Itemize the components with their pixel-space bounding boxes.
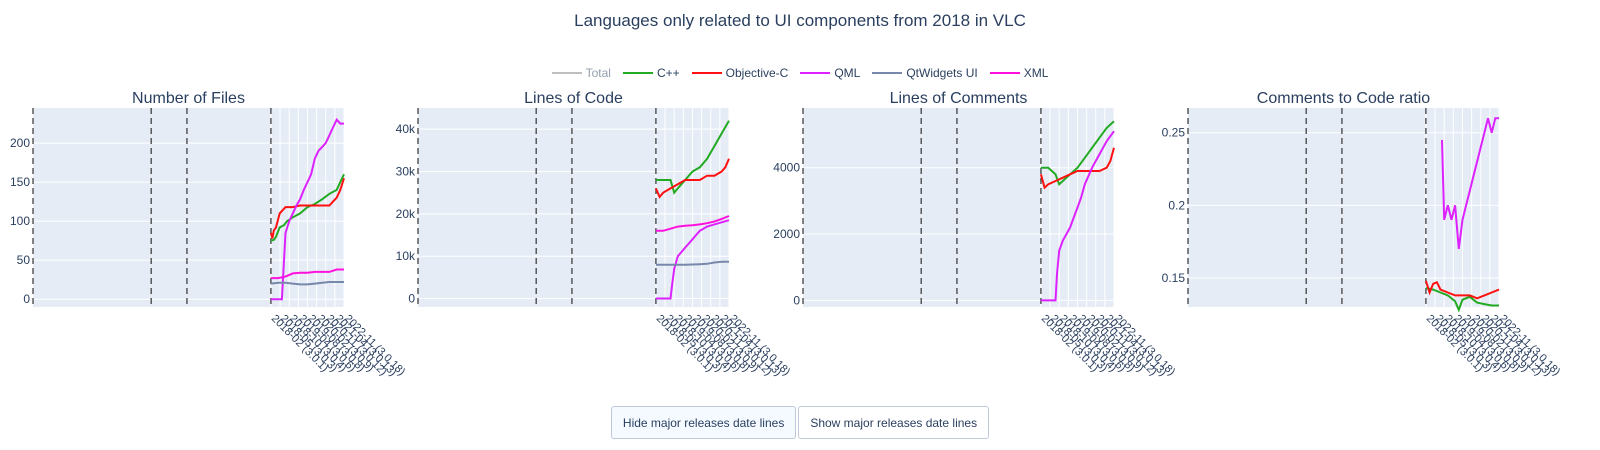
legend-swatch [691,72,722,74]
series-line [655,219,730,300]
series-line [270,268,344,280]
y-tick-label: 4000 [773,161,800,175]
series-line [1040,120,1115,187]
series-line [1040,130,1115,302]
y-tick-label: 0 [23,292,30,306]
hide-release-lines-button[interactable]: Hide major releases date lines [610,406,797,439]
y-tick-label: 0 [793,293,800,307]
y-tick-label: 200 [10,136,30,150]
y-tick-label: 2000 [773,227,800,241]
legend-swatch [989,72,1020,74]
show-release-lines-button[interactable]: Show major releases date lines [798,406,990,439]
plot-area [803,108,1114,307]
legend-item[interactable]: QML [800,66,860,80]
y-tick-label: 0.2 [1168,198,1185,212]
subplot-title: Number of Files [132,90,245,107]
legend-label: QML [834,66,861,80]
legend-swatch [800,72,831,74]
y-tick-label: 100 [10,214,30,228]
plot-area [418,108,729,307]
y-tick-label: 30k [396,165,416,179]
legend-item[interactable]: XML [989,66,1049,80]
series-line [655,215,730,232]
legend-item[interactable]: Objective-C [691,66,789,80]
y-tick-label: 0.25 [1162,126,1186,140]
y-tick-label: 0.15 [1162,271,1186,285]
series-line [1039,147,1115,190]
legend-label: QtWidgets UI [906,66,978,80]
series-line [269,177,345,239]
series-line [1424,280,1500,300]
legend[interactable]: Total C++ Objective-C QML QtWidgets UI XML [0,66,1600,80]
subplot-title: Lines of Comments [890,90,1028,107]
legend-swatch [622,72,653,74]
series-line [270,117,344,301]
series-line [655,260,729,266]
y-tick-label: 150 [10,175,30,189]
figure-title: Languages only related to UI components … [574,11,1026,30]
plot-area [33,108,344,307]
legend-label: XML [1023,66,1049,80]
series-line [270,281,344,286]
series-line [654,158,730,199]
legend-item[interactable]: Total [551,66,611,80]
series-line [1441,117,1499,250]
button-group: Hide major releases date lines Show majo… [0,406,1600,439]
legend-label: C++ [656,66,680,80]
plot-area [1188,108,1499,307]
series-line [1425,287,1499,313]
y-tick-label: 0 [408,292,415,306]
y-tick-label: 40k [396,122,416,136]
series-line [655,120,730,195]
subplot-title: Comments to Code ratio [1257,90,1431,107]
legend-swatch [872,72,903,74]
subplot-title: Lines of Code [524,90,623,107]
legend-label: Objective-C [725,66,789,80]
legend-swatch [551,72,582,74]
legend-item[interactable]: C++ [622,66,680,80]
y-tick-label: 20k [396,207,416,221]
y-tick-label: 50 [17,253,31,267]
series-line [270,173,345,242]
y-tick-label: 10k [396,249,416,263]
legend-label: Total [585,66,611,80]
legend-item[interactable]: QtWidgets UI [872,66,978,80]
